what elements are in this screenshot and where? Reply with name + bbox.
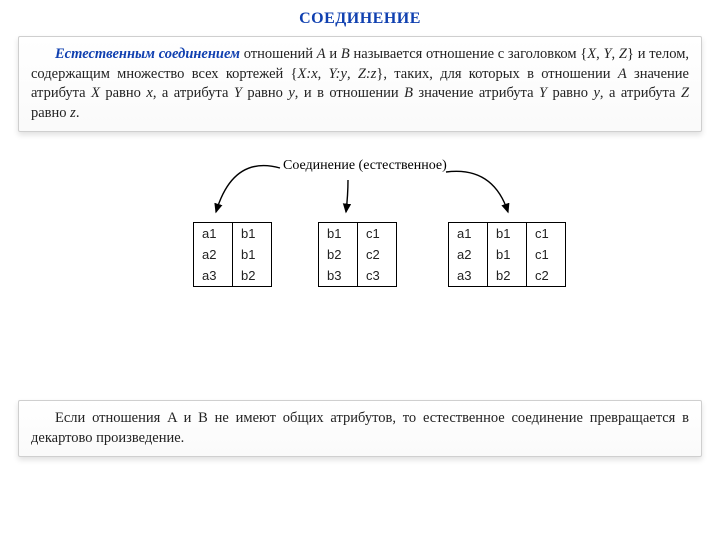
def-text: значение атрибута	[413, 85, 539, 101]
cell: b3	[319, 265, 358, 287]
def-text: называется отношение с заголовком {	[350, 46, 587, 62]
def-text: равно	[100, 85, 146, 101]
cell: a3	[194, 265, 233, 287]
relation-table-1: a1b1a2b1a3b2	[193, 222, 272, 287]
cell: a2	[194, 244, 233, 265]
arrow-3	[446, 172, 508, 213]
def-A2: A	[618, 66, 627, 82]
def-text: , и в отношении	[295, 85, 404, 101]
cell: c2	[527, 265, 566, 287]
def-X2: X	[91, 85, 100, 101]
cell: b1	[233, 244, 272, 265]
cell: b1	[488, 223, 527, 245]
cell: c2	[358, 244, 397, 265]
cell: c1	[527, 223, 566, 245]
cell: c3	[358, 265, 397, 287]
def-Zz: Z:z	[358, 66, 377, 82]
def-Y: Y	[603, 46, 611, 62]
def-Yy: Y:y	[329, 66, 347, 82]
cell: b2	[488, 265, 527, 287]
def-text: равно	[547, 85, 593, 101]
cell: a1	[194, 223, 233, 245]
definition-lead: Естественным соединением	[55, 46, 240, 62]
cell: b1	[488, 244, 527, 265]
def-Z: Z	[619, 46, 627, 62]
cell: b1	[319, 223, 358, 245]
definition-panel: Естественным соединением отношений A и B…	[18, 36, 702, 132]
def-B2: B	[404, 85, 413, 101]
arrow-2	[346, 180, 348, 212]
def-B: B	[341, 46, 350, 62]
cell: a2	[449, 244, 488, 265]
diagram-area: Соединение (естественное)a1b1a2b1a3b2b1c…	[18, 150, 702, 370]
def-Y2: Y	[234, 85, 242, 101]
def-text: ,	[318, 66, 329, 82]
def-text: ,	[612, 46, 619, 62]
def-Y3: Y	[539, 85, 547, 101]
slide: СОЕДИНЕНИЕ Естественным соединением отно…	[0, 0, 720, 540]
cell: b2	[233, 265, 272, 287]
def-text: , а атрибута	[153, 85, 234, 101]
note-text: Если отношения A и B не имеют общих атри…	[31, 410, 689, 446]
cell: a1	[449, 223, 488, 245]
def-text: равно	[31, 105, 70, 121]
cell: a3	[449, 265, 488, 287]
def-text: отношений	[240, 46, 317, 62]
def-A: A	[317, 46, 326, 62]
def-text: ,	[347, 66, 358, 82]
def-text: , а атрибута	[600, 85, 681, 101]
page-title: СОЕДИНЕНИЕ	[18, 10, 702, 28]
relation-table-3: a1b1c1 a2b1c1 a3b2c2	[448, 222, 566, 287]
diagram-label: Соединение (естественное)	[283, 158, 447, 174]
def-Z2: Z	[681, 85, 689, 101]
def-text: }, таких, для которых в отношении	[376, 66, 617, 82]
def-text: равно	[242, 85, 288, 101]
cell: b1	[233, 223, 272, 245]
def-text: .	[76, 105, 80, 121]
cell: b2	[319, 244, 358, 265]
def-X: X	[587, 46, 596, 62]
relation-table-2: b1c1b2c2b3c3	[318, 222, 397, 287]
cell: c1	[358, 223, 397, 245]
arrow-1	[216, 166, 280, 212]
def-Xx: X:x	[298, 66, 318, 82]
note-panel: Если отношения A и B не имеют общих атри…	[18, 400, 702, 457]
def-text: и	[326, 46, 341, 62]
cell: c1	[527, 244, 566, 265]
